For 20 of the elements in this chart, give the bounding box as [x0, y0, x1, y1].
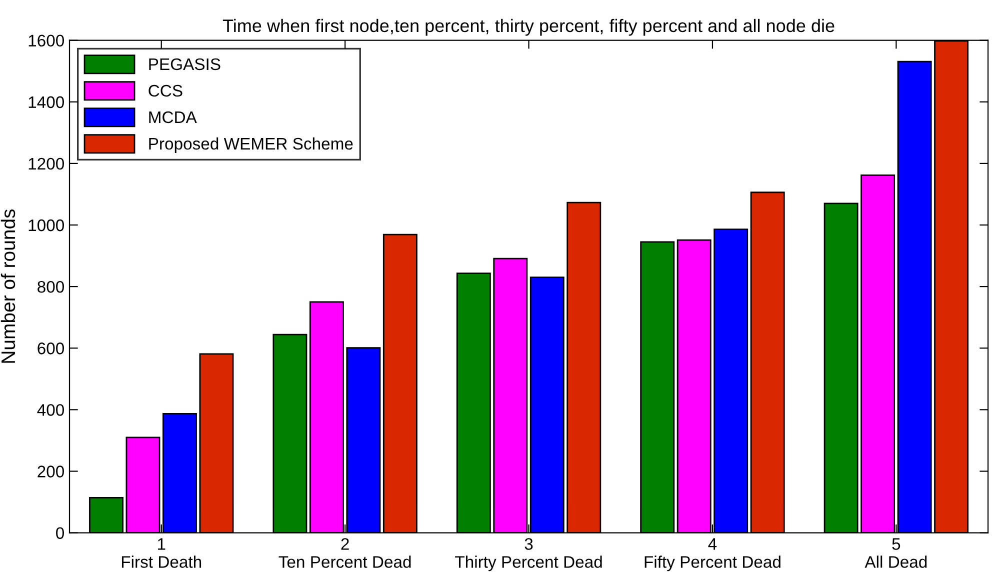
- y-tick-label: 400: [37, 404, 64, 416]
- legend-label: Proposed WEMER Scheme: [149, 137, 353, 153]
- y-tick-label: 200: [38, 466, 64, 478]
- x-tick-label: 5 All Dead: [864, 538, 927, 568]
- chart-title: Time when first node,ten percent, thirty percent, fifty percent and all node die: [222, 18, 834, 36]
- y-tick-label: 800: [38, 280, 64, 293]
- legend-label: MCDA: [149, 111, 197, 124]
- x-tick-label: 2 Ten Percent Dead: [278, 538, 411, 568]
- y-tick-label: 1400: [28, 96, 64, 108]
- y-tick-label: 1200: [28, 158, 64, 170]
- legend-label: CCS: [148, 84, 182, 97]
- y-axis-title: Number of rounds: [0, 209, 16, 363]
- legend-label: PEGASIS: [149, 58, 220, 70]
- x-tick-label: 4 Fifty Percent Dead: [644, 538, 780, 572]
- x-tick-label: 1 First Death: [122, 538, 202, 568]
- y-tick-label: 0: [56, 527, 64, 540]
- y-tick-label: 1600: [28, 34, 64, 47]
- y-tick-label: 1000: [28, 219, 64, 232]
- y-tick-label: 600: [38, 342, 64, 354]
- x-tick-label: 3 Thirty Percent Dead: [455, 538, 602, 572]
